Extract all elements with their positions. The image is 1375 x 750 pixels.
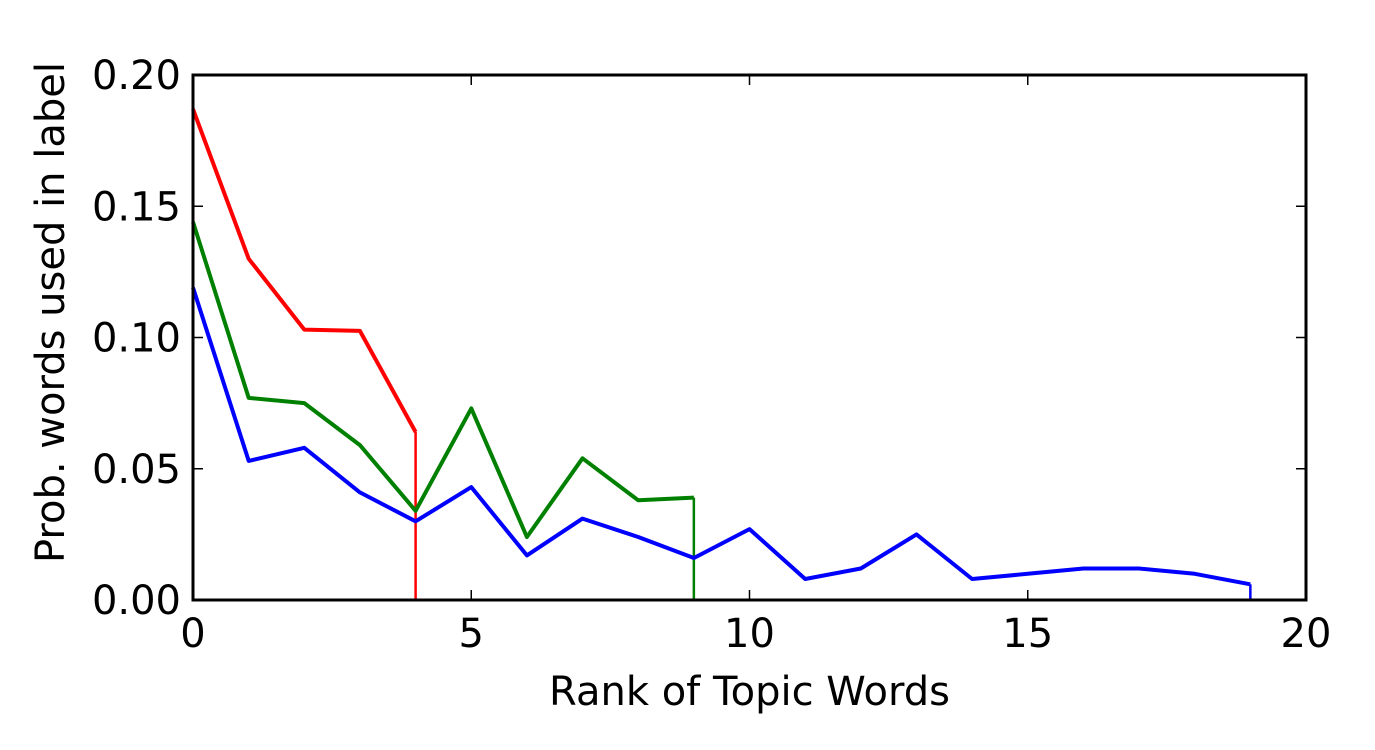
y-tick-label: 0.00 bbox=[92, 578, 181, 624]
series-layer bbox=[191, 108, 1252, 600]
series-line-3 bbox=[191, 286, 1251, 587]
x-axis-title: Rank of Topic Words bbox=[549, 669, 950, 715]
y-tick-label: 0.05 bbox=[92, 447, 181, 493]
x-tick-label: 5 bbox=[459, 611, 484, 657]
y-axis-title: Prob. words used in label bbox=[28, 62, 74, 563]
plot-frame bbox=[191, 73, 1308, 602]
x-tick-label: 15 bbox=[1002, 611, 1053, 657]
x-tick-label: 20 bbox=[1281, 611, 1332, 657]
y-tick-label: 0.10 bbox=[92, 316, 181, 362]
series-line-2 bbox=[191, 221, 694, 539]
x-tick-label: 0 bbox=[180, 611, 205, 657]
y-tick-label: 0.15 bbox=[92, 184, 181, 230]
axis-layer: 0 5 10 15 20 0.00 0.05 0.10 0.15 0.20 bbox=[92, 53, 1332, 657]
y-tick-label: 0.20 bbox=[92, 53, 181, 99]
x-tick-label: 10 bbox=[724, 611, 775, 657]
series-line-1 bbox=[191, 108, 418, 433]
